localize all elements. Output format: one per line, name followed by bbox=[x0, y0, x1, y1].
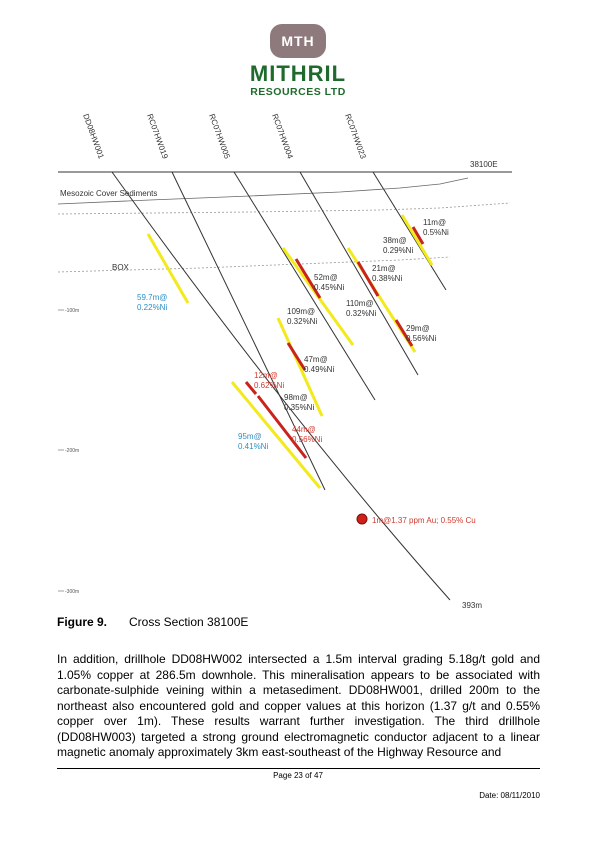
hole-name: RC07HW004 bbox=[270, 113, 295, 161]
svg-text:0.35%Ni: 0.35%Ni bbox=[284, 403, 314, 412]
interval-bar bbox=[400, 214, 434, 266]
svg-text:0.32%Ni: 0.32%Ni bbox=[346, 309, 376, 318]
footer-divider bbox=[57, 768, 540, 769]
interval-bar bbox=[230, 381, 322, 489]
hole-name: RC07HW023 bbox=[343, 113, 368, 161]
cover-label: Mesozoic Cover Sediments bbox=[60, 189, 157, 198]
interval-bar bbox=[256, 395, 308, 459]
intercept-label: 52m@ 0.45%Ni bbox=[314, 273, 344, 292]
svg-text:0.45%Ni: 0.45%Ni bbox=[314, 283, 344, 292]
svg-text:11m@: 11m@ bbox=[423, 218, 446, 227]
svg-text:12m@: 12m@ bbox=[254, 371, 278, 380]
hole-name: RC07HW005 bbox=[207, 113, 232, 161]
drill-trace-rc07hw023 bbox=[372, 171, 447, 291]
end-depth-label: 393m bbox=[462, 601, 482, 610]
svg-text:38m@: 38m@ bbox=[383, 236, 407, 245]
drill-trace-rc07hw019 bbox=[171, 171, 326, 491]
svg-text:110m@: 110m@ bbox=[346, 299, 374, 308]
document-date: Date: 08/11/2010 bbox=[479, 791, 540, 800]
easting-label: 38100E bbox=[470, 160, 498, 169]
svg-text:0.41%Ni: 0.41%Ni bbox=[238, 442, 268, 451]
svg-text:52m@: 52m@ bbox=[314, 273, 338, 282]
intercept-label: 12m@ 0.62%Ni bbox=[254, 371, 284, 390]
figure-caption: Figure 9. Cross Section 38100E bbox=[57, 615, 248, 629]
intercept-label: 11m@ 0.5%Ni bbox=[423, 218, 449, 237]
svg-text:0.32%Ni: 0.32%Ni bbox=[287, 317, 317, 326]
logo-company-name: MITHRIL bbox=[249, 61, 347, 86]
page-number: Page 23 of 47 bbox=[273, 771, 323, 780]
intercept-label: 109m@ 0.32%Ni bbox=[287, 307, 317, 326]
svg-text:0.49%Ni: 0.49%Ni bbox=[304, 365, 334, 374]
cover-base-line bbox=[57, 177, 469, 205]
intercept-label: 110m@ 0.32%Ni bbox=[346, 299, 376, 318]
hole-name: DD08HW001 bbox=[81, 113, 106, 161]
drill-trace-dd08hw001 bbox=[111, 171, 451, 601]
svg-text:44m@: 44m@ bbox=[292, 425, 316, 434]
svg-text:98m@: 98m@ bbox=[284, 393, 308, 402]
intercept-label: 29m@ 0.56%Ni bbox=[406, 324, 436, 343]
svg-text:0.62%Ni: 0.62%Ni bbox=[254, 381, 284, 390]
interval-bar bbox=[294, 258, 322, 299]
depth-label: -300m bbox=[65, 589, 79, 595]
interval-bar bbox=[276, 317, 324, 417]
intercept-label: 21m@ 0.38%Ni bbox=[372, 264, 402, 283]
svg-text:95m@: 95m@ bbox=[238, 432, 262, 441]
intercept-label: 44m@ 0.56%Ni bbox=[292, 425, 322, 444]
interval-bar bbox=[411, 226, 425, 245]
intercept-label: 47m@ 0.49%Ni bbox=[304, 355, 334, 374]
interval-bar bbox=[244, 381, 258, 395]
svg-text:21m@: 21m@ bbox=[372, 264, 396, 273]
cross-section-figure: 38100E Mesozoic Cover Sediments BOX -100… bbox=[57, 113, 512, 610]
interval-bar bbox=[356, 261, 380, 297]
intercept-label: 38m@ 0.29%Ni bbox=[383, 236, 413, 255]
company-logo: MTH MITHRIL RESOURCES LTD bbox=[242, 24, 354, 100]
svg-text:0.29%Ni: 0.29%Ni bbox=[383, 246, 413, 255]
intercept-label: 95m@ 0.41%Ni bbox=[238, 432, 268, 451]
figure-number: Figure 9. bbox=[57, 615, 108, 629]
drill-trace-rc07hw004 bbox=[299, 171, 419, 376]
svg-text:0.22%Ni: 0.22%Ni bbox=[137, 303, 167, 312]
drill-trace-rc07hw005 bbox=[233, 171, 376, 401]
intercept-label: 59.7m@ 0.22%Ni bbox=[137, 293, 167, 312]
interval-bar bbox=[286, 342, 307, 371]
svg-text:29m@: 29m@ bbox=[406, 324, 430, 333]
hole-name: RC07HW019 bbox=[145, 113, 170, 161]
figure-title: Cross Section 38100E bbox=[129, 615, 249, 629]
gold-hit-label: 1m@1.37 ppm Au; 0.55% Cu bbox=[372, 516, 476, 525]
depth-label: -100m bbox=[65, 308, 79, 314]
svg-text:0.56%Ni: 0.56%Ni bbox=[292, 435, 322, 444]
intercept-label: 98m@ 0.35%Ni bbox=[284, 393, 314, 412]
svg-text:109m@: 109m@ bbox=[287, 307, 315, 316]
logo-badge: MTH bbox=[270, 24, 326, 58]
svg-text:47m@: 47m@ bbox=[304, 355, 328, 364]
gold-hit-marker bbox=[356, 513, 368, 525]
logo-company-subtitle: RESOURCES LTD bbox=[250, 86, 346, 98]
interval-bar bbox=[146, 233, 190, 304]
depth-label: -200m bbox=[65, 448, 79, 454]
cover-dotted-line bbox=[57, 202, 511, 215]
svg-text:0.38%Ni: 0.38%Ni bbox=[372, 274, 402, 283]
svg-text:0.5%Ni: 0.5%Ni bbox=[423, 228, 449, 237]
svg-text:59.7m@: 59.7m@ bbox=[137, 293, 167, 302]
svg-text:0.56%Ni: 0.56%Ni bbox=[406, 334, 436, 343]
interval-bar bbox=[394, 319, 414, 347]
body-paragraph: In addition, drillhole DD08HW002 interse… bbox=[57, 652, 540, 759]
box-label: BOX bbox=[112, 263, 130, 272]
